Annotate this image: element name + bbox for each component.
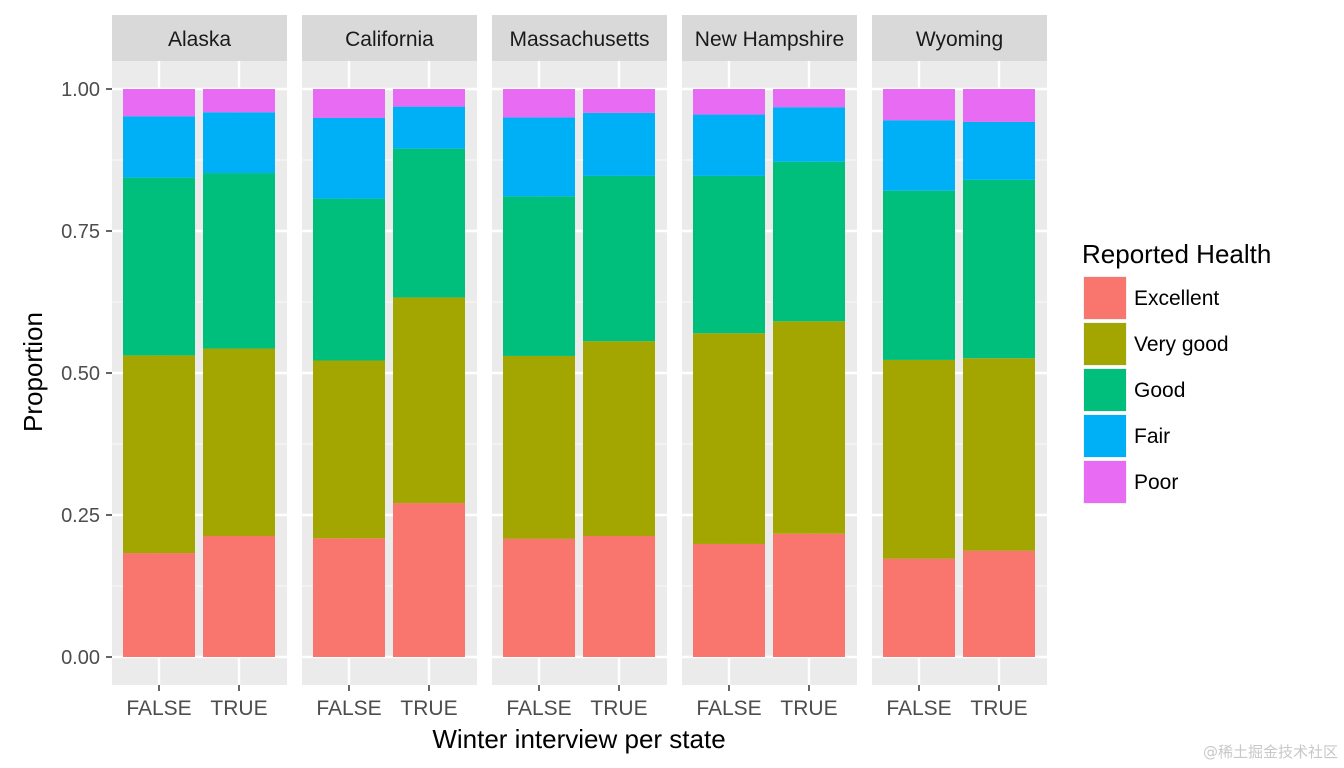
facet-strip xyxy=(112,15,287,61)
bar-segment-poor xyxy=(963,89,1035,122)
x-tick-label: TRUE xyxy=(400,697,457,720)
facet-strip xyxy=(492,15,667,61)
bar-segment-fair xyxy=(203,112,275,174)
y-axis-label: Proportion xyxy=(18,312,48,432)
bar-segment-excellent xyxy=(883,558,955,657)
watermark: @稀土掘金技术社区 xyxy=(1202,743,1338,761)
facet-alaska: Alaska FALSE TRUE xyxy=(112,15,287,720)
facet-massachusetts: Massachusetts FALSE TRUE xyxy=(492,15,667,720)
facet-strip-label: California xyxy=(345,28,434,51)
x-axis-label: Winter interview per state xyxy=(432,724,725,754)
y-tick-label: 0.50 xyxy=(61,363,100,385)
bar-segment-fair xyxy=(583,112,655,176)
x-tick-label: FALSE xyxy=(126,697,191,720)
facet-new-hampshire: New Hampshire FALSE TRUE xyxy=(682,15,857,720)
legend-swatch xyxy=(1084,415,1126,457)
bar-segment-excellent xyxy=(693,543,765,657)
x-tick-label: FALSE xyxy=(316,697,381,720)
bar-segment-poor xyxy=(693,89,765,115)
legend-swatch xyxy=(1084,277,1126,319)
facet-california: California FALSE TRUE xyxy=(302,15,477,720)
bar-segment-excellent xyxy=(583,536,655,657)
bar-segment-very-good xyxy=(203,348,275,537)
x-tick-label: FALSE xyxy=(886,697,951,720)
bar-segment-excellent xyxy=(123,553,195,657)
legend-swatch xyxy=(1084,323,1126,365)
facet-strip xyxy=(302,15,477,61)
bar-segment-fair xyxy=(693,114,765,176)
bar-segment-good xyxy=(123,177,195,356)
x-tick-label: TRUE xyxy=(590,697,647,720)
bar-segment-excellent xyxy=(773,533,845,657)
bar-segment-poor xyxy=(583,89,655,113)
bar-segment-poor xyxy=(203,89,275,113)
bar-segment-poor xyxy=(773,89,845,108)
bar-segment-very-good xyxy=(583,341,655,537)
bar-segment-poor xyxy=(313,89,385,118)
bar-segment-poor xyxy=(883,89,955,121)
x-tick-label: TRUE xyxy=(780,697,837,720)
x-tick-label: TRUE xyxy=(210,697,267,720)
legend-entry-label: Excellent xyxy=(1134,287,1219,310)
bar-segment-good xyxy=(503,196,575,356)
bar-segment-excellent xyxy=(503,538,575,657)
bar-segment-very-good xyxy=(393,297,465,504)
facet-strip-label: Massachusetts xyxy=(509,28,649,51)
bar-segment-fair xyxy=(773,107,845,162)
bar-segment-good xyxy=(693,175,765,334)
bar-segment-very-good xyxy=(313,360,385,539)
bar-segment-very-good xyxy=(693,333,765,544)
bar-segment-fair xyxy=(313,117,385,199)
x-tick-label: FALSE xyxy=(696,697,761,720)
bar-segment-good xyxy=(773,161,845,322)
bar-segment-very-good xyxy=(773,321,845,534)
bar-segment-fair xyxy=(503,117,575,197)
facet-wyoming: Wyoming FALSE TRUE xyxy=(872,15,1047,720)
bar-segment-fair xyxy=(963,121,1035,180)
bar-segment-fair xyxy=(883,120,955,191)
legend: Reported Health Excellent Very good Good Fai… xyxy=(1082,239,1271,504)
bar-segment-very-good xyxy=(883,359,955,559)
bar-segment-poor xyxy=(503,89,575,118)
legend-title: Reported Health xyxy=(1082,239,1271,269)
legend-entry-label: Poor xyxy=(1134,471,1178,494)
facet-strip-label: New Hampshire xyxy=(695,28,844,51)
facet-strip-label: Alaska xyxy=(168,28,231,51)
bar-segment-very-good xyxy=(963,358,1035,551)
y-tick-label: 0.25 xyxy=(61,505,100,527)
bar-segment-poor xyxy=(393,89,465,107)
legend-swatch xyxy=(1084,369,1126,411)
facet-strip-label: Wyoming xyxy=(916,28,1003,51)
bar-segment-excellent xyxy=(313,538,385,657)
bar-segment-good xyxy=(883,190,955,360)
bar-segment-good xyxy=(393,148,465,298)
legend-swatch xyxy=(1084,461,1126,503)
x-tick-label: TRUE xyxy=(970,697,1027,720)
bar-segment-good xyxy=(203,173,275,349)
bar-segment-excellent xyxy=(963,550,1035,657)
bar-segment-fair xyxy=(393,106,465,149)
bar-segment-fair xyxy=(123,116,195,178)
facet-strip xyxy=(872,15,1047,61)
facet-strip xyxy=(682,15,857,61)
legend-entry-label: Fair xyxy=(1134,425,1170,448)
bar-segment-good xyxy=(963,179,1035,359)
bar-segment-excellent xyxy=(393,503,465,657)
bar-segment-poor xyxy=(123,89,195,117)
y-tick-label: 0.75 xyxy=(61,221,100,243)
bar-segment-excellent xyxy=(203,536,275,657)
legend-entry-label: Good xyxy=(1134,379,1185,402)
y-axis: 0.00 0.25 0.50 0.75 1.00 xyxy=(61,79,112,669)
bar-segment-very-good xyxy=(123,355,195,554)
x-tick-label: FALSE xyxy=(506,697,571,720)
bar-segment-good xyxy=(583,175,655,342)
bar-segment-good xyxy=(313,198,385,361)
legend-entry-label: Very good xyxy=(1134,333,1229,356)
y-tick-label: 1.00 xyxy=(61,79,100,101)
bar-segment-very-good xyxy=(503,355,575,539)
y-tick-label: 0.00 xyxy=(61,647,100,669)
